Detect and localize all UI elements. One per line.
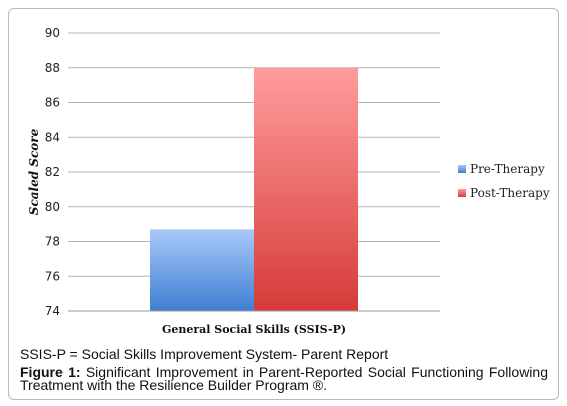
footnote: SSIS-P = Social Skills Improvement Syste… xyxy=(20,346,389,362)
y-tick-label: 80 xyxy=(45,200,60,214)
x-axis-title: General Social Skills (SSIS-P) xyxy=(162,323,346,336)
y-tick-label: 76 xyxy=(45,269,60,283)
y-axis-title: Scaled Score xyxy=(27,128,41,215)
caption-label: Figure 1: xyxy=(20,364,81,380)
y-tick-label: 86 xyxy=(45,96,60,110)
figure-caption: Figure 1: Significant Improvement in Par… xyxy=(20,364,548,393)
legend-swatch-post-therapy xyxy=(458,189,466,197)
bar-post-therapy xyxy=(254,67,358,311)
figure-frame xyxy=(8,8,559,400)
gridlines xyxy=(68,32,440,277)
caption-text: Significant Improvement in Parent-Report… xyxy=(20,364,548,393)
y-tick-label: 84 xyxy=(45,130,60,144)
y-tick-label: 90 xyxy=(45,26,60,40)
legend-swatch-pre-therapy xyxy=(458,165,466,173)
legend: Pre-Therapy Post-Therapy xyxy=(458,162,550,200)
legend-label-pre-therapy: Pre-Therapy xyxy=(470,162,545,176)
legend-label-post-therapy: Post-Therapy xyxy=(470,186,550,200)
bars xyxy=(150,67,358,311)
y-tick-label: 78 xyxy=(45,235,60,249)
y-tick-label: 74 xyxy=(45,304,60,318)
bar-pre-therapy xyxy=(150,229,254,311)
y-tick-labels: 74 76 78 80 82 84 86 88 90 xyxy=(45,26,60,318)
y-tick-label: 88 xyxy=(45,61,60,75)
y-tick-label: 82 xyxy=(45,165,60,179)
